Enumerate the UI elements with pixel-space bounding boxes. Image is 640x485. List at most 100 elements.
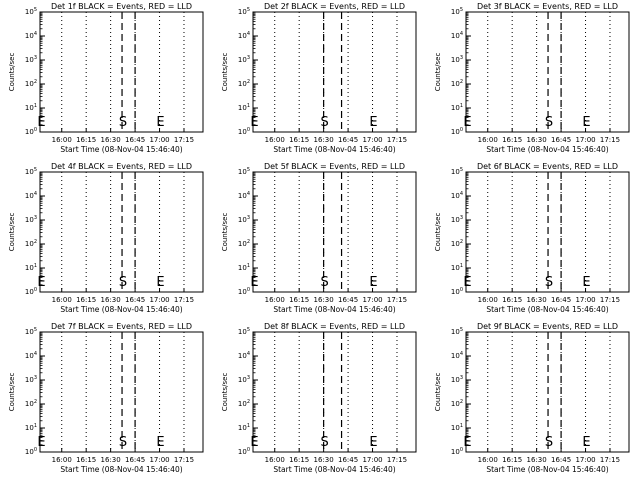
y-tick-label: 100 (25, 287, 37, 296)
event-marker: S (119, 435, 127, 450)
y-tick-label: 103 (25, 215, 37, 224)
y-tick-label: 102 (238, 399, 250, 408)
x-tick-label: 17:00 (149, 296, 169, 304)
x-tick-label: 16:15 (502, 456, 522, 464)
event-marker: E (582, 435, 590, 450)
x-tick-label: 16:45 (551, 296, 571, 304)
x-tick-label: 16:30 (314, 296, 334, 304)
x-tick-label: 16:00 (265, 456, 285, 464)
event-marker: S (321, 435, 329, 450)
event-marker: S (119, 275, 127, 290)
y-tick-label: 102 (451, 239, 463, 248)
x-tick-label: 17:00 (575, 296, 595, 304)
event-marker: E (463, 275, 471, 290)
y-tick-label: 100 (238, 127, 250, 136)
y-tick-label: 103 (451, 375, 463, 384)
x-tick-label: 17:15 (600, 296, 620, 304)
x-axis-label: Start Time (08-Nov-04 15:46:40) (486, 465, 608, 474)
event-marker: S (321, 115, 329, 130)
y-tick-label: 103 (238, 375, 250, 384)
x-tick-label: 16:45 (551, 456, 571, 464)
y-tick-label: 103 (238, 55, 250, 64)
chart-title: Det 1f BLACK = Events, RED = LLD (51, 2, 192, 11)
chart-title: Det 2f BLACK = Events, RED = LLD (264, 2, 405, 11)
event-marker: E (37, 435, 45, 450)
plot-frame (252, 331, 417, 453)
chart-panel: Det 1f BLACK = Events, RED = LLD 16:00 16:… (8, 2, 204, 154)
y-axis-label: Counts/sec (221, 373, 229, 412)
event-marker: E (369, 435, 377, 450)
x-tick-label: 17:00 (362, 136, 382, 144)
y-tick-label: 101 (238, 423, 250, 432)
x-tick-label: 17:00 (575, 456, 595, 464)
y-tick-label: 103 (451, 55, 463, 64)
event-marker: S (321, 275, 329, 290)
event-marker: E (156, 435, 164, 450)
y-tick-label: 100 (25, 127, 37, 136)
chart-title: Det 4f BLACK = Events, RED = LLD (51, 162, 192, 171)
event-marker: E (37, 275, 45, 290)
y-tick-label: 105 (25, 7, 37, 16)
y-tick-label: 101 (451, 263, 463, 272)
chart-title: Det 7f BLACK = Events, RED = LLD (51, 322, 192, 331)
x-axis-label: Start Time (08-Nov-04 15:46:40) (273, 305, 395, 314)
x-tick-label: 16:30 (101, 136, 121, 144)
x-tick-label: 16:45 (338, 296, 358, 304)
chart-title: Det 6f BLACK = Events, RED = LLD (477, 162, 618, 171)
y-tick-label: 103 (25, 375, 37, 384)
x-tick-label: 16:15 (76, 296, 96, 304)
x-tick-label: 16:00 (478, 296, 498, 304)
y-axis-label: Counts/sec (8, 53, 16, 92)
y-axis-label: Counts/sec (8, 213, 16, 252)
event-marker: E (369, 115, 377, 130)
x-tick-label: 17:00 (149, 456, 169, 464)
y-tick-label: 105 (238, 7, 250, 16)
x-tick-label: 16:00 (52, 456, 72, 464)
event-marker: S (545, 115, 553, 130)
event-marker: E (156, 275, 164, 290)
x-tick-label: 16:15 (502, 136, 522, 144)
y-tick-label: 104 (238, 31, 250, 40)
chart-panel: Det 3f BLACK = Events, RED = LLD 16:00 16:… (434, 2, 630, 154)
y-tick-label: 101 (451, 423, 463, 432)
x-tick-label: 16:45 (125, 136, 145, 144)
event-marker: S (545, 275, 553, 290)
y-tick-label: 105 (451, 327, 463, 336)
x-tick-label: 17:15 (387, 456, 407, 464)
chart-title: Det 9f BLACK = Events, RED = LLD (477, 322, 618, 331)
y-tick-label: 103 (238, 215, 250, 224)
y-axis-label: Counts/sec (8, 373, 16, 412)
y-tick-label: 101 (25, 423, 37, 432)
x-tick-label: 17:15 (387, 296, 407, 304)
x-tick-label: 16:45 (338, 136, 358, 144)
y-tick-label: 101 (25, 103, 37, 112)
event-marker: E (250, 435, 258, 450)
y-tick-label: 103 (25, 55, 37, 64)
event-marker: S (545, 435, 553, 450)
y-tick-label: 100 (238, 447, 250, 456)
chart-panel: Det 5f BLACK = Events, RED = LLD 16:00 16:… (221, 162, 417, 314)
x-axis-label: Start Time (08-Nov-04 15:46:40) (60, 305, 182, 314)
event-marker: E (369, 275, 377, 290)
plot-frame (252, 171, 417, 293)
y-tick-label: 100 (451, 287, 463, 296)
y-tick-label: 104 (238, 351, 250, 360)
y-tick-label: 105 (451, 7, 463, 16)
y-tick-label: 100 (238, 287, 250, 296)
y-tick-label: 102 (238, 79, 250, 88)
y-tick-label: 102 (451, 399, 463, 408)
y-tick-label: 104 (451, 31, 463, 40)
x-tick-label: 16:00 (52, 296, 72, 304)
x-tick-label: 16:15 (289, 456, 309, 464)
y-tick-label: 105 (238, 167, 250, 176)
y-axis-label: Counts/sec (434, 373, 442, 412)
y-tick-label: 100 (451, 447, 463, 456)
x-tick-label: 16:15 (502, 296, 522, 304)
chart-panel: Det 7f BLACK = Events, RED = LLD 16:00 16:… (8, 322, 204, 474)
y-axis-label: Counts/sec (434, 53, 442, 92)
chart-panel: Det 6f BLACK = Events, RED = LLD 16:00 16:… (434, 162, 630, 314)
x-tick-label: 16:30 (101, 456, 121, 464)
x-tick-label: 17:15 (174, 136, 194, 144)
event-marker: E (37, 115, 45, 130)
